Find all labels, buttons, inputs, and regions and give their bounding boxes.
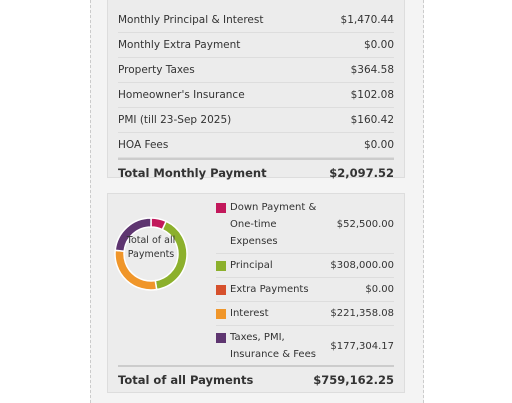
legend-value: $52,500.00 [336,219,394,230]
monthly-box: Monthly Principal & Interest $1,470.44 Mon… [107,0,405,180]
row: HOA Fees $0.00 [118,133,394,158]
total-value: $2,097.52 [329,166,394,180]
donut-segment [114,217,152,253]
legend-label: Down Payment & One-time Expenses [230,202,317,247]
row-label: Property Taxes [118,64,195,76]
row: Homeowner's Insurance $102.08 [118,83,394,108]
legend-value: $0.00 [365,284,394,295]
legend-item: Extra Payments $0.00 [216,278,394,302]
donut-center-label: Total of all Payments [126,235,176,260]
legend-swatch [216,203,226,213]
legend-label: Principal [230,260,273,271]
legend-value: $177,304.17 [330,340,394,352]
total-label: Total of all Payments [118,373,254,387]
row-value: $102.08 [350,89,394,101]
legend-swatch [216,333,226,343]
row-label: PMI (till 23-Sep 2025) [118,114,232,126]
legend-value: $308,000.00 [330,260,394,271]
total-value: $759,162.25 [313,373,394,387]
legend-swatch [216,285,226,295]
total-row: Total Monthly Payment $2,097.52 [118,158,394,186]
row-value: $1,470.44 [340,14,394,26]
legend-label: Extra Payments [230,284,309,295]
legend-swatch [216,261,226,271]
row-label: Monthly Extra Payment [118,39,241,51]
legend-value: $221,358.08 [330,308,394,319]
legend-item: Down Payment & One-time Expenses $52,500.… [216,196,394,254]
row: Property Taxes $364.58 [118,58,394,83]
legend-label: Interest [230,308,269,319]
row-label: HOA Fees [118,139,169,151]
legend-item: Principal $308,000.00 [216,254,394,278]
legend-item: Interest $221,358.08 [216,302,394,326]
legend-swatch [216,309,226,319]
row-label: Monthly Principal & Interest [118,14,264,26]
row: Monthly Principal & Interest $1,470.44 [118,8,394,33]
row-value: $0.00 [363,39,394,51]
row-value: $160.42 [350,114,394,126]
row: Monthly Extra Payment $0.00 [118,33,394,58]
row: PMI (till 23-Sep 2025) $160.42 [118,108,394,133]
total-label: Total Monthly Payment [118,166,267,180]
legend-item: Taxes, PMI, Insurance & Fees $177,304.17 [216,326,394,367]
row-label: Homeowner's Insurance [118,89,245,101]
breakdown-box: Total of all Payments Down Payment & One… [107,193,405,393]
donut [114,217,188,291]
row-value: $0.00 [363,139,394,151]
row-value: $364.58 [350,64,394,76]
total-row: Total of all Payments $759,162.25 [118,365,394,393]
legend: Down Payment & One-time Expenses $52,500.… [216,196,394,367]
legend-label: Taxes, PMI, Insurance & Fees [230,332,316,360]
